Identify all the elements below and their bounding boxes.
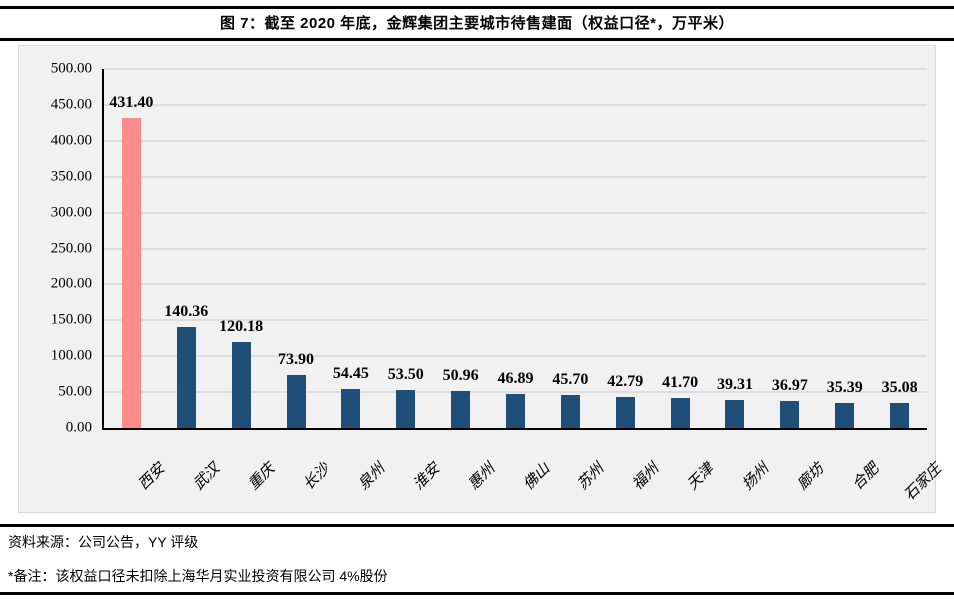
x-tick-label: 苏州 — [574, 460, 608, 494]
y-tick-label: 500.00 — [50, 60, 92, 77]
x-tick-label: 淮安 — [410, 460, 443, 494]
gridline — [104, 103, 927, 106]
bar-武汉 — [176, 327, 196, 428]
chart-bottom-divider — [0, 524, 954, 527]
plot-area: 0.00 50.00 100.00 150.00 200.00 250.00 300.00 3… — [51, 61, 944, 504]
x-tick-label: 惠州 — [465, 460, 498, 494]
x-tick-label: 西安 — [136, 460, 169, 494]
x-tick-label: 福州 — [629, 460, 663, 494]
y-tick-label: 50.00 — [58, 383, 92, 400]
y-axis-line — [102, 69, 104, 428]
gridline — [104, 283, 927, 286]
y-tick-label: 450.00 — [50, 96, 92, 113]
title-divider — [0, 38, 954, 41]
source-note: 资料来源：公司公告，YY 评级 — [8, 534, 199, 550]
x-tick-label: 合肥 — [849, 460, 882, 494]
y-tick-label: 400.00 — [50, 132, 92, 149]
bar-value-label: 36.97 — [771, 377, 808, 395]
x-tick-label: 长沙 — [300, 460, 334, 494]
bar-value-label: 35.08 — [881, 378, 918, 396]
y-tick-label: 350.00 — [50, 168, 92, 185]
bar-重庆 — [231, 341, 251, 428]
y-tick-label: 0.00 — [65, 419, 92, 436]
y-tick-label: 200.00 — [50, 275, 92, 292]
bar-value-label: 39.31 — [716, 375, 753, 393]
x-tick-label: 扬州 — [739, 460, 773, 494]
bar-淮安 — [396, 389, 416, 428]
top-divider — [0, 6, 954, 9]
bar-value-label: 53.50 — [387, 365, 424, 383]
bar-西安 — [121, 118, 141, 428]
y-tick-label: 150.00 — [50, 311, 92, 328]
y-tick-label: 300.00 — [50, 204, 92, 221]
bar-惠州 — [451, 391, 471, 428]
bar-扬州 — [725, 399, 745, 428]
bar-廊坊 — [780, 401, 800, 428]
bar-合肥 — [835, 402, 855, 428]
bar-天津 — [670, 398, 690, 428]
bar-苏州 — [560, 395, 580, 428]
gridline — [104, 139, 927, 142]
bar-value-label: 35.39 — [826, 378, 863, 396]
bar-value-label: 54.45 — [332, 364, 369, 382]
bar-泉州 — [341, 388, 361, 428]
bar-value-label: 73.90 — [278, 350, 315, 368]
figure-title: 图 7：截至 2020 年底，金辉集团主要城市待售建面（权益口径*，万平米） — [219, 15, 735, 32]
bar-chart-panel: 0.00 50.00 100.00 150.00 200.00 250.00 300.00 3… — [18, 45, 944, 513]
bar-石家庄 — [890, 402, 910, 428]
x-tick-label: 石家庄 — [901, 460, 945, 504]
bar-value-label: 431.40 — [109, 94, 154, 112]
bar-value-label: 41.70 — [662, 374, 699, 392]
gridline — [104, 355, 927, 358]
bar-value-label: 46.89 — [497, 370, 534, 388]
x-tick-label: 天津 — [684, 460, 718, 494]
bar-长沙 — [286, 374, 306, 428]
x-tick-label: 武汉 — [190, 460, 224, 494]
bar-value-label: 42.79 — [607, 373, 644, 391]
y-tick-label: 100.00 — [50, 347, 92, 364]
bar-value-label: 140.36 — [164, 303, 209, 321]
x-tick-label: 重庆 — [245, 460, 279, 494]
gridline — [104, 391, 927, 394]
bar-value-label: 45.70 — [552, 371, 589, 389]
x-tick-label: 佛山 — [520, 460, 553, 494]
x-tick-label: 廊坊 — [794, 460, 827, 494]
gridline — [104, 247, 927, 250]
gridline — [104, 175, 927, 178]
bar-佛山 — [506, 394, 525, 428]
gridline — [104, 319, 927, 322]
gridline — [104, 211, 927, 214]
x-axis-line — [102, 428, 927, 430]
bar-value-label: 50.96 — [442, 367, 479, 385]
bar-value-label: 120.18 — [219, 317, 264, 335]
x-tick-label: 泉州 — [355, 460, 389, 494]
y-tick-label: 250.00 — [50, 240, 92, 256]
bar-福州 — [615, 397, 635, 428]
bottom-divider — [0, 592, 954, 595]
gridline — [104, 68, 927, 70]
footnote: *备注：该权益口径未扣除上海华月实业投资有限公司 4%股份 — [8, 568, 388, 584]
